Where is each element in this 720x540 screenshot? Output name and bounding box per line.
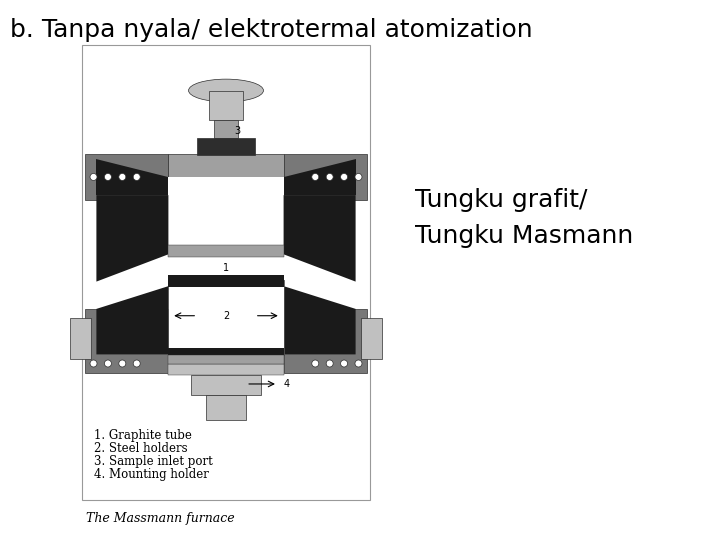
Circle shape	[355, 173, 362, 180]
Circle shape	[133, 173, 140, 180]
Bar	[85, 309, 168, 373]
Ellipse shape	[189, 79, 264, 102]
Circle shape	[341, 173, 348, 180]
Bar	[168, 348, 284, 355]
Circle shape	[90, 360, 97, 367]
Circle shape	[326, 173, 333, 180]
Polygon shape	[96, 195, 168, 281]
Polygon shape	[284, 195, 356, 281]
Circle shape	[90, 173, 97, 180]
Bar	[361, 318, 382, 359]
Bar	[168, 355, 284, 363]
Bar	[215, 120, 238, 138]
Circle shape	[104, 360, 112, 367]
Bar	[168, 154, 284, 177]
Text: Tungku grafit/
Tungku Masmann: Tungku grafit/ Tungku Masmann	[415, 188, 634, 248]
Bar	[168, 280, 284, 355]
Text: 2. Steel holders: 2. Steel holders	[94, 442, 187, 455]
Circle shape	[312, 173, 319, 180]
Bar	[168, 245, 284, 256]
Circle shape	[119, 173, 126, 180]
Circle shape	[133, 360, 140, 367]
Bar	[192, 375, 261, 395]
Bar	[168, 177, 284, 254]
Circle shape	[355, 360, 362, 367]
Text: 1. Graphite tube: 1. Graphite tube	[94, 429, 192, 442]
Bar	[284, 154, 367, 200]
Circle shape	[326, 360, 333, 367]
Circle shape	[119, 360, 126, 367]
Text: 3. Sample inlet port: 3. Sample inlet port	[94, 455, 212, 469]
Polygon shape	[96, 159, 168, 195]
Bar	[71, 318, 91, 359]
Bar	[209, 91, 243, 120]
Bar	[284, 309, 367, 373]
Bar	[168, 363, 284, 375]
Bar	[206, 395, 246, 420]
Text: 1: 1	[223, 263, 229, 273]
Text: 4: 4	[284, 379, 289, 389]
Text: 4. Mounting holder: 4. Mounting holder	[94, 469, 208, 482]
Text: 3: 3	[235, 126, 240, 137]
Polygon shape	[284, 159, 356, 195]
Bar	[168, 280, 284, 287]
Text: The Massmann furnace: The Massmann furnace	[86, 512, 235, 525]
Polygon shape	[284, 286, 356, 354]
Bar	[197, 138, 255, 155]
Bar	[85, 154, 168, 200]
Text: b. Tanpa nyala/ elektrotermal atomization: b. Tanpa nyala/ elektrotermal atomizatio…	[10, 18, 533, 42]
Circle shape	[341, 360, 348, 367]
Circle shape	[312, 360, 319, 367]
Circle shape	[104, 173, 112, 180]
Bar	[82, 45, 370, 500]
Polygon shape	[96, 286, 168, 354]
Bar	[168, 275, 284, 280]
Text: 2: 2	[223, 310, 229, 321]
